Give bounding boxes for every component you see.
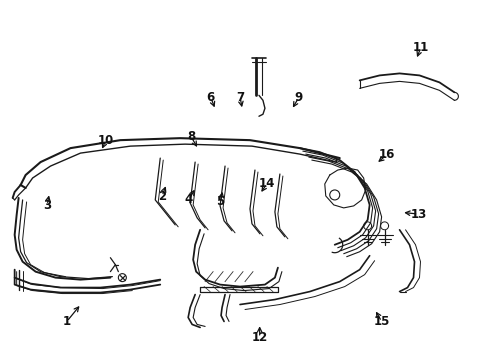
Text: 1: 1 (63, 315, 71, 328)
Text: 4: 4 (185, 193, 193, 206)
Text: 15: 15 (373, 315, 390, 328)
Text: 2: 2 (158, 190, 166, 203)
Text: 14: 14 (259, 177, 275, 190)
Text: 6: 6 (207, 91, 215, 104)
Text: 16: 16 (378, 148, 395, 161)
Text: 3: 3 (43, 199, 51, 212)
Text: 9: 9 (294, 91, 303, 104)
Text: 11: 11 (413, 41, 429, 54)
Text: 5: 5 (217, 195, 225, 208)
Text: 10: 10 (98, 134, 114, 147)
Text: 12: 12 (251, 331, 268, 344)
Text: 13: 13 (410, 208, 427, 221)
Text: 7: 7 (236, 91, 244, 104)
Text: 8: 8 (187, 130, 196, 144)
